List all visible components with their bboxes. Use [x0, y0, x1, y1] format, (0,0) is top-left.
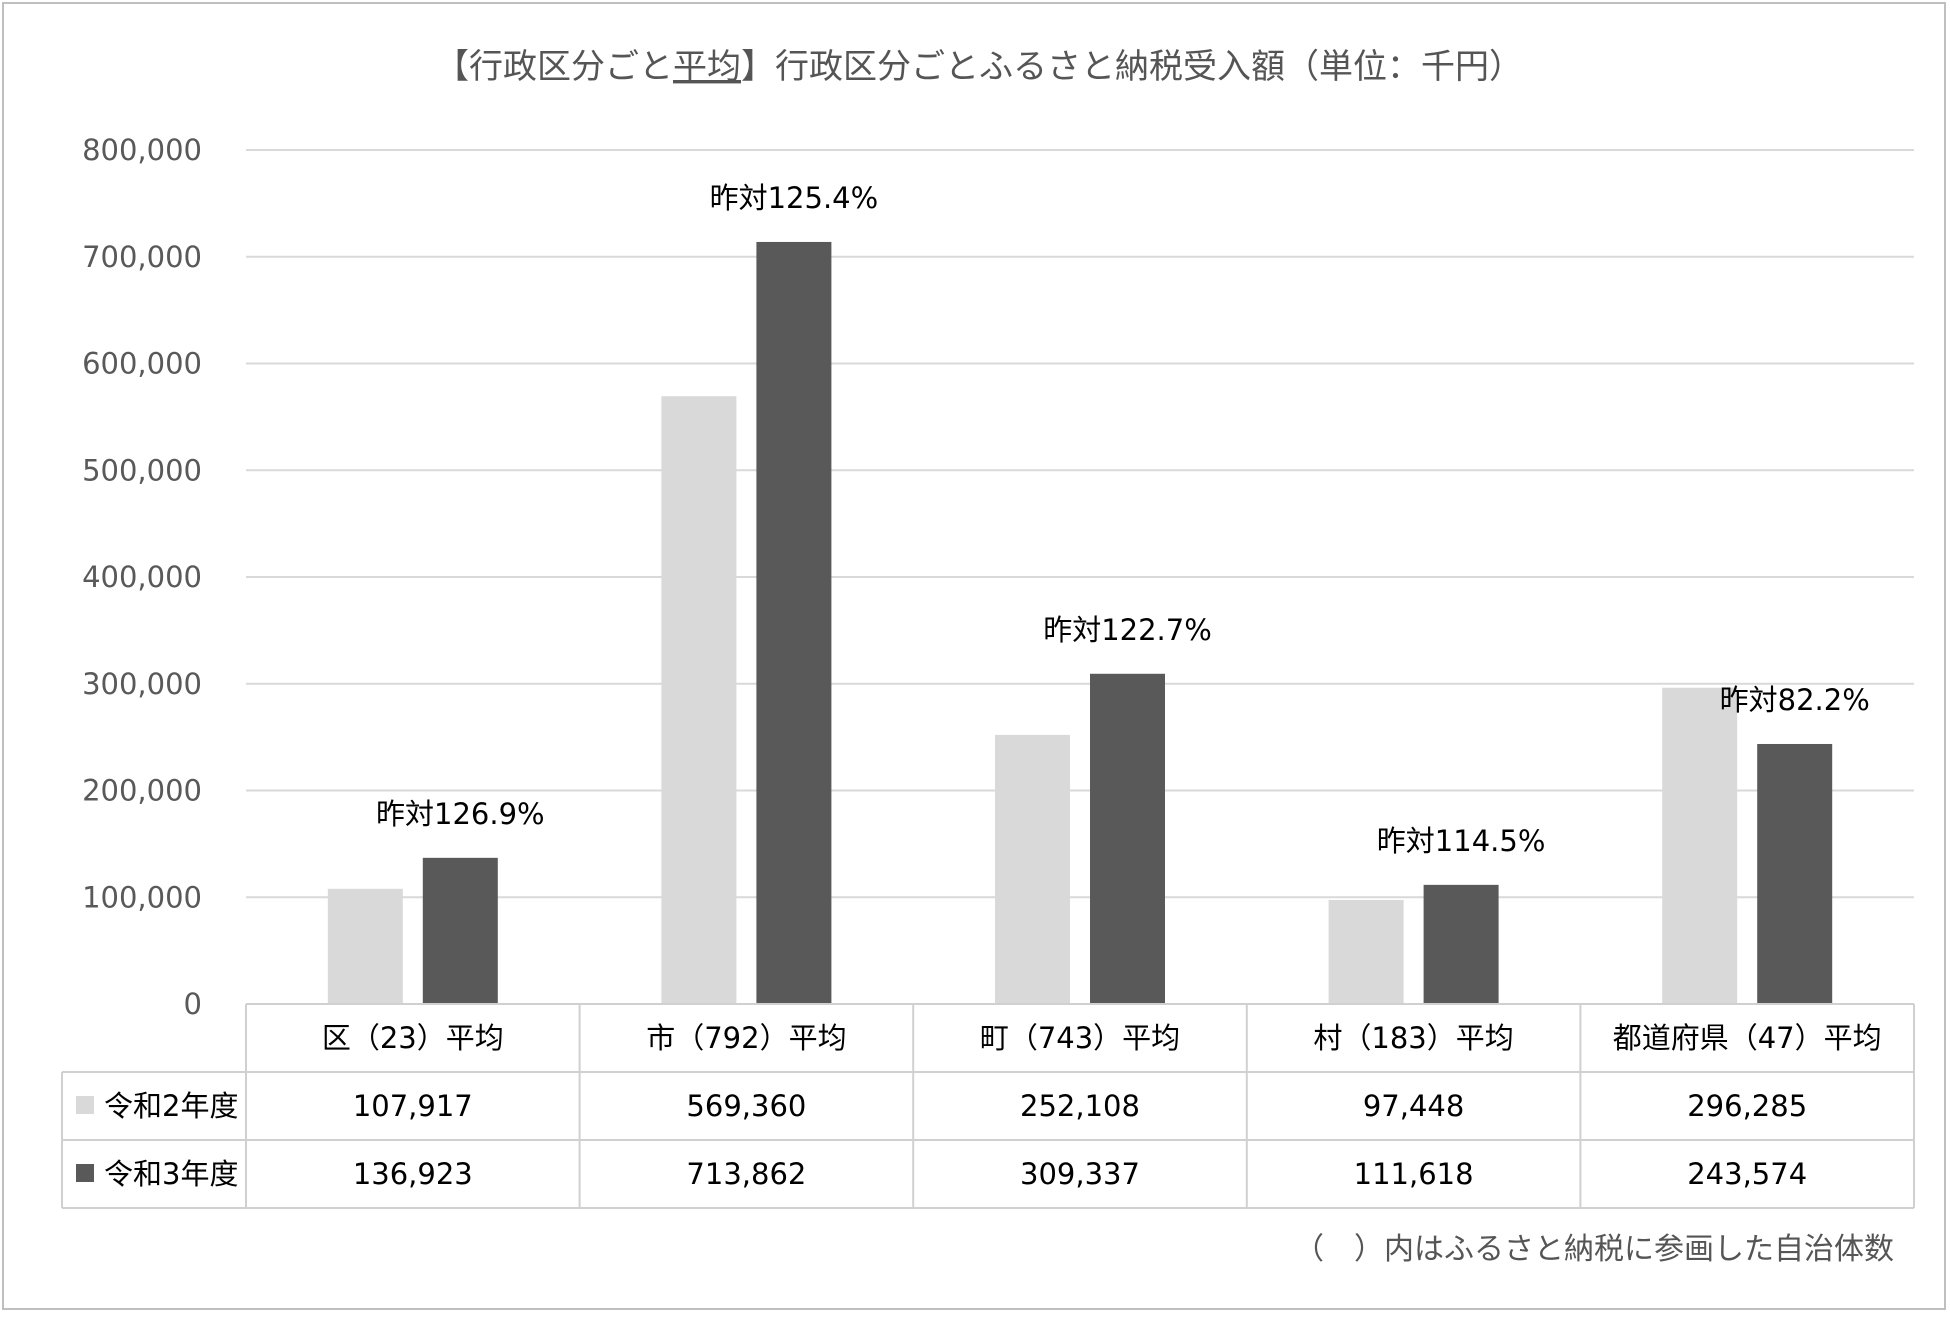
- y-tick-label: 100,000: [82, 880, 202, 914]
- y-tick-label: 500,000: [82, 453, 202, 487]
- table-value: 713,862: [686, 1157, 806, 1191]
- category-label: 町（743）平均: [980, 1021, 1180, 1055]
- bar-r3-4: [1757, 743, 1833, 1004]
- table-value: 136,923: [353, 1157, 473, 1191]
- yoy-annotation: 昨対114.5%: [1377, 824, 1546, 858]
- chart-title: 【行政区分ごと平均】行政区分ごとふるさと納税受入額（単位：千円）: [435, 47, 1523, 87]
- y-tick-label: 600,000: [82, 347, 202, 381]
- gridlines: [246, 149, 1914, 899]
- yoy-annotation: 昨対82.2%: [1720, 683, 1870, 717]
- bar-r3-2: [1090, 673, 1165, 1004]
- chart-canvas: 【行政区分ごと平均】行政区分ごとふるさと納税受入額（単位：千円） 0 100,00…: [61, 47, 1915, 1267]
- category-label: 都道府県（47）平均: [1613, 1021, 1882, 1055]
- bar-r2-4: [1662, 687, 1738, 1004]
- bar-r2-1: [661, 396, 737, 1004]
- bar-r3-1: [756, 241, 832, 1004]
- category-label: 区（23）平均: [322, 1021, 504, 1055]
- table-value: 296,285: [1687, 1089, 1807, 1123]
- table-value: 97,448: [1363, 1089, 1464, 1123]
- y-tick-label: 400,000: [82, 560, 202, 594]
- yoy-annotation: 昨対122.7%: [1043, 613, 1212, 647]
- legend-swatch: [76, 1164, 94, 1182]
- data-table: 区（23）平均 市（792）平均 町（743）平均 村（183）平均 都道府県（47）平…: [61, 1003, 1915, 1209]
- table-value: 243,574: [1687, 1157, 1807, 1191]
- y-tick-label: 300,000: [82, 667, 202, 701]
- bar-r2-2: [995, 734, 1070, 1004]
- y-tick-label: 800,000: [82, 133, 202, 167]
- yoy-annotation: 昨対125.4%: [710, 181, 879, 215]
- bar-r3-3: [1423, 884, 1499, 1004]
- annotations: 昨対126.9% 昨対125.4% 昨対122.7% 昨対114.5% 昨対82.2%: [376, 181, 1870, 858]
- table-value: 569,360: [686, 1089, 806, 1123]
- series-label: 令和3年度: [104, 1157, 238, 1191]
- table-value: 252,108: [1020, 1089, 1140, 1123]
- yoy-annotation: 昨対126.9%: [376, 797, 545, 831]
- bars: [327, 241, 1833, 1004]
- footnote: （ ）内はふるさと納税に参画した自治体数: [1294, 1232, 1894, 1267]
- category-label: 市（792）平均: [646, 1021, 846, 1055]
- y-tick-label: 200,000: [82, 774, 202, 808]
- category-label: 村（183）平均: [1313, 1021, 1513, 1055]
- bar-r2-3: [1328, 899, 1404, 1004]
- y-tick-label: 700,000: [82, 240, 202, 274]
- y-tick-label: 0: [184, 987, 202, 1021]
- y-axis-ticks: 0 100,000 200,000 300,000 400,000 500,000 600,…: [82, 133, 202, 1021]
- table-value: 107,917: [353, 1089, 473, 1123]
- bar-r2-0: [327, 888, 403, 1004]
- table-value: 309,337: [1020, 1157, 1140, 1191]
- table-value: 111,618: [1354, 1157, 1474, 1191]
- series-label: 令和2年度: [104, 1089, 238, 1123]
- bar-r3-0: [422, 857, 498, 1004]
- legend-swatch: [76, 1096, 94, 1114]
